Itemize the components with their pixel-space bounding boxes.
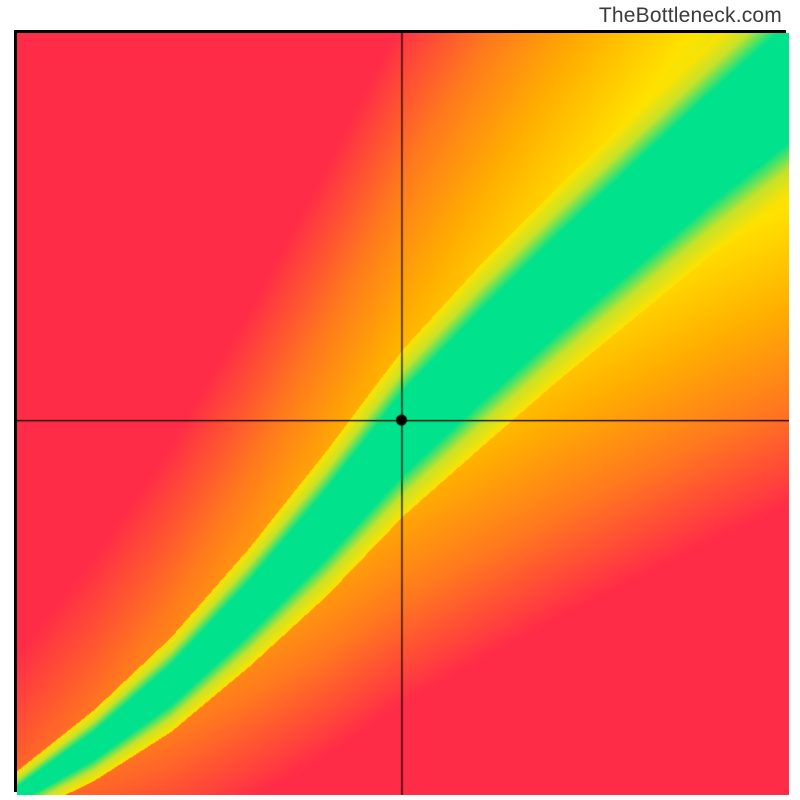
heatmap-canvas — [17, 33, 789, 795]
plot-frame — [14, 30, 786, 792]
chart-container: TheBottleneck.com — [0, 0, 800, 800]
watermark-text: TheBottleneck.com — [599, 4, 782, 28]
